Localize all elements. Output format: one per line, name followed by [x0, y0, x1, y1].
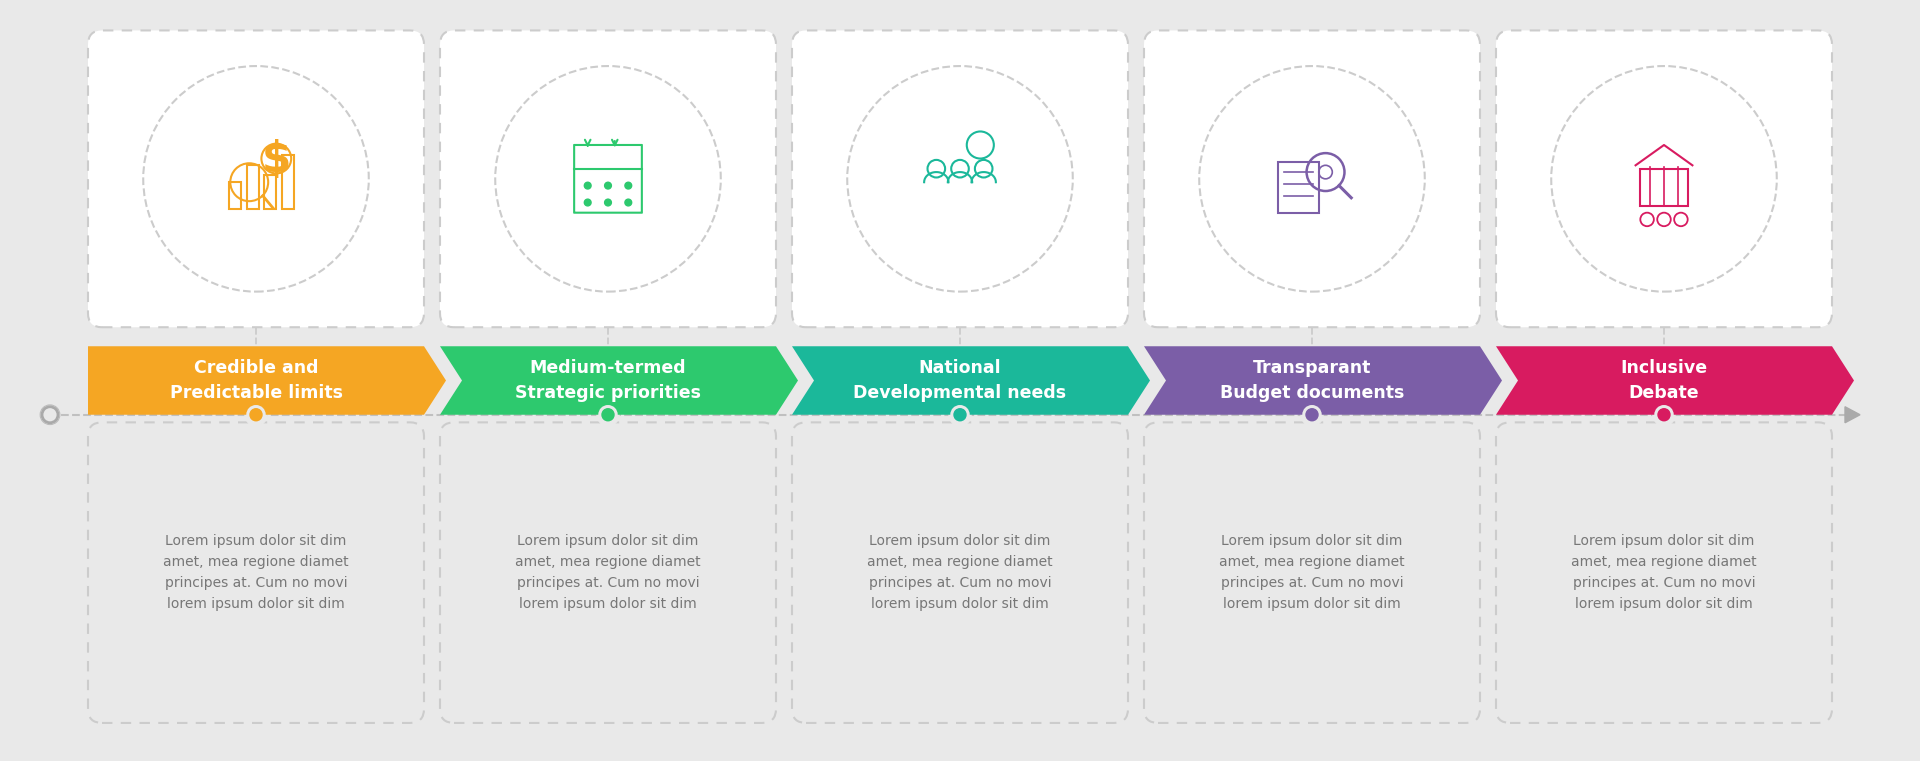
Circle shape — [624, 182, 632, 189]
Text: $: $ — [261, 139, 292, 181]
Circle shape — [624, 199, 632, 206]
Circle shape — [248, 406, 265, 423]
Text: Lorem ipsum dolor sit dim
amet, mea regione diamet
principes at. Cum no movi
lor: Lorem ipsum dolor sit dim amet, mea regi… — [868, 534, 1052, 611]
Text: Credible and
Predictable limits: Credible and Predictable limits — [169, 359, 342, 402]
Text: Medium-termed
Strategic priorities: Medium-termed Strategic priorities — [515, 359, 701, 402]
Polygon shape — [88, 346, 445, 415]
Text: Transparant
Budget documents: Transparant Budget documents — [1219, 359, 1404, 402]
Circle shape — [1304, 406, 1321, 423]
Polygon shape — [1496, 346, 1855, 415]
Circle shape — [948, 404, 972, 425]
Polygon shape — [1845, 406, 1860, 423]
FancyBboxPatch shape — [440, 422, 776, 723]
Circle shape — [250, 409, 261, 421]
Polygon shape — [791, 346, 1150, 415]
Text: Lorem ipsum dolor sit dim
amet, mea regione diamet
principes at. Cum no movi
lor: Lorem ipsum dolor sit dim amet, mea regi… — [1219, 534, 1405, 611]
FancyBboxPatch shape — [88, 422, 424, 723]
FancyBboxPatch shape — [88, 30, 424, 327]
Circle shape — [1302, 404, 1323, 425]
Circle shape — [42, 406, 58, 423]
Text: Lorem ipsum dolor sit dim
amet, mea regione diamet
principes at. Cum no movi
lor: Lorem ipsum dolor sit dim amet, mea regi… — [515, 534, 701, 611]
FancyBboxPatch shape — [1496, 30, 1832, 327]
FancyBboxPatch shape — [1496, 422, 1832, 723]
Circle shape — [1306, 409, 1317, 421]
Circle shape — [584, 182, 591, 189]
Polygon shape — [1144, 346, 1501, 415]
Circle shape — [1655, 406, 1672, 423]
FancyBboxPatch shape — [791, 422, 1129, 723]
FancyBboxPatch shape — [791, 30, 1129, 327]
Circle shape — [40, 406, 60, 424]
Text: Lorem ipsum dolor sit dim
amet, mea regione diamet
principes at. Cum no movi
lor: Lorem ipsum dolor sit dim amet, mea regi… — [1571, 534, 1757, 611]
Circle shape — [1659, 409, 1670, 421]
Circle shape — [246, 404, 267, 425]
Circle shape — [597, 404, 618, 425]
FancyBboxPatch shape — [1144, 422, 1480, 723]
Circle shape — [584, 199, 591, 206]
FancyBboxPatch shape — [440, 30, 776, 327]
Circle shape — [603, 409, 614, 421]
Circle shape — [954, 409, 966, 421]
Circle shape — [1653, 404, 1674, 425]
Circle shape — [952, 406, 968, 423]
Text: Inclusive
Debate: Inclusive Debate — [1620, 359, 1707, 402]
Text: Lorem ipsum dolor sit dim
amet, mea regione diamet
principes at. Cum no movi
lor: Lorem ipsum dolor sit dim amet, mea regi… — [163, 534, 349, 611]
Circle shape — [605, 199, 611, 206]
Circle shape — [599, 406, 616, 423]
Text: National
Developmental needs: National Developmental needs — [852, 359, 1068, 402]
FancyBboxPatch shape — [1144, 30, 1480, 327]
Polygon shape — [440, 346, 799, 415]
Circle shape — [605, 182, 611, 189]
